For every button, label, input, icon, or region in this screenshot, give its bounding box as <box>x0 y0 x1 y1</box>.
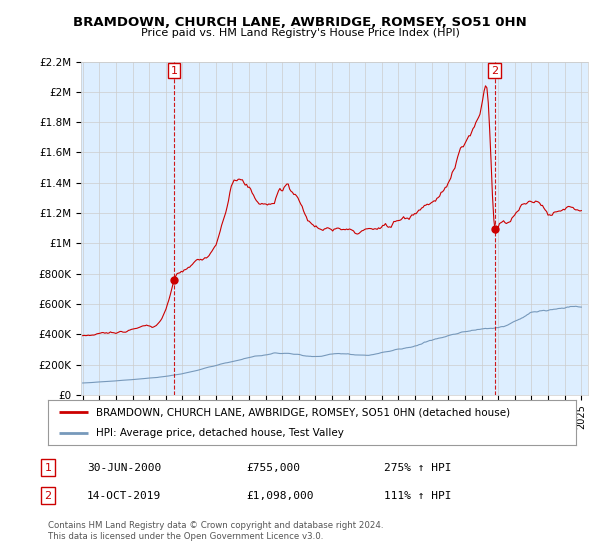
Text: Contains HM Land Registry data © Crown copyright and database right 2024.: Contains HM Land Registry data © Crown c… <box>48 521 383 530</box>
Text: 14-OCT-2019: 14-OCT-2019 <box>87 491 161 501</box>
Text: BRAMDOWN, CHURCH LANE, AWBRIDGE, ROMSEY, SO51 0HN: BRAMDOWN, CHURCH LANE, AWBRIDGE, ROMSEY,… <box>73 16 527 29</box>
Text: 275% ↑ HPI: 275% ↑ HPI <box>384 463 452 473</box>
Text: HPI: Average price, detached house, Test Valley: HPI: Average price, detached house, Test… <box>95 428 343 438</box>
Text: 1: 1 <box>170 66 178 76</box>
Text: 30-JUN-2000: 30-JUN-2000 <box>87 463 161 473</box>
Text: 1: 1 <box>44 463 52 473</box>
Text: 111% ↑ HPI: 111% ↑ HPI <box>384 491 452 501</box>
Text: BRAMDOWN, CHURCH LANE, AWBRIDGE, ROMSEY, SO51 0HN (detached house): BRAMDOWN, CHURCH LANE, AWBRIDGE, ROMSEY,… <box>95 408 509 418</box>
Text: 2: 2 <box>491 66 498 76</box>
Text: Price paid vs. HM Land Registry's House Price Index (HPI): Price paid vs. HM Land Registry's House … <box>140 28 460 38</box>
Text: 2: 2 <box>44 491 52 501</box>
Text: £755,000: £755,000 <box>246 463 300 473</box>
Text: This data is licensed under the Open Government Licence v3.0.: This data is licensed under the Open Gov… <box>48 532 323 541</box>
Text: £1,098,000: £1,098,000 <box>246 491 314 501</box>
